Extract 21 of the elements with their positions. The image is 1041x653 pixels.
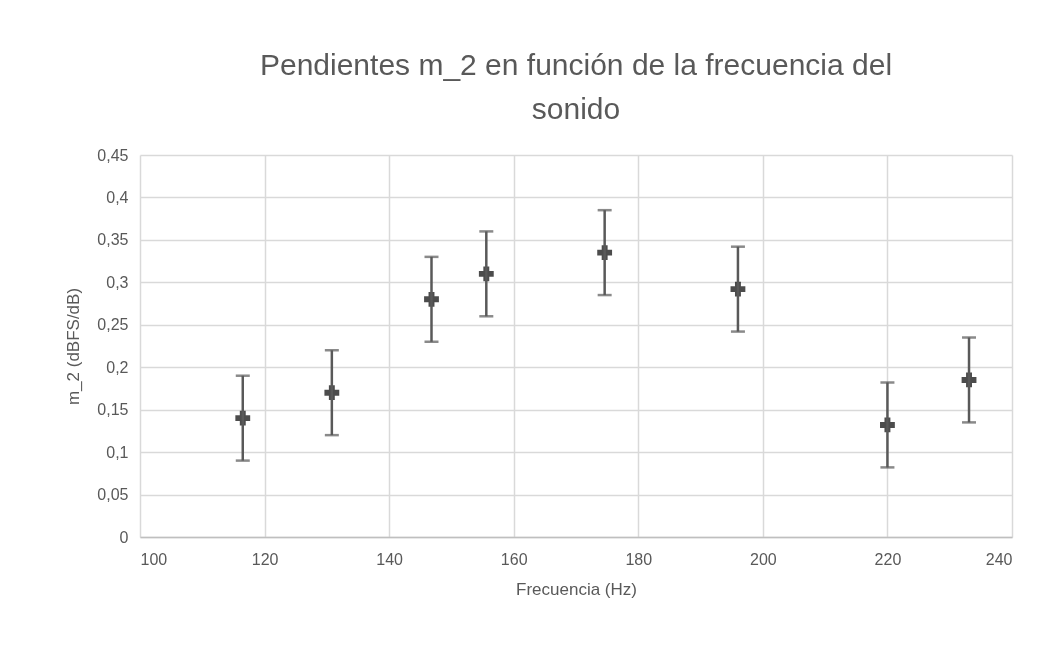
y-tick-label: 0,25 bbox=[97, 316, 129, 334]
x-tick-label: 240 bbox=[985, 550, 1013, 568]
chart-title: Pendientes m_2 en función de la frecuencia del sonido bbox=[259, 48, 893, 125]
y-tick-label: 0,35 bbox=[97, 231, 129, 249]
x-tick-label: 220 bbox=[874, 550, 902, 568]
y-tick-label: 0,05 bbox=[97, 486, 129, 504]
y-tick-label: 0,4 bbox=[106, 188, 129, 206]
y-tick-label: 0,2 bbox=[106, 358, 129, 376]
y-tick-label: 0,45 bbox=[97, 146, 129, 164]
y-tick-label: 0,1 bbox=[106, 443, 129, 461]
x-tick-label: 140 bbox=[376, 550, 404, 568]
x-axis-title: Frecuencia (Hz) bbox=[516, 579, 637, 599]
x-tick-label: 120 bbox=[251, 550, 279, 568]
x-tick-label: 180 bbox=[625, 550, 653, 568]
x-tick-label: 200 bbox=[750, 550, 777, 568]
x-tick-label: 160 bbox=[500, 550, 528, 568]
y-tick-label: 0,3 bbox=[106, 273, 129, 291]
y-axis-title: m_2 (dBFS/dB) bbox=[64, 287, 84, 406]
y-tick-label: 0 bbox=[119, 528, 129, 546]
x-tick-label: 100 bbox=[140, 550, 168, 568]
y-tick-label: 0,15 bbox=[97, 401, 129, 419]
